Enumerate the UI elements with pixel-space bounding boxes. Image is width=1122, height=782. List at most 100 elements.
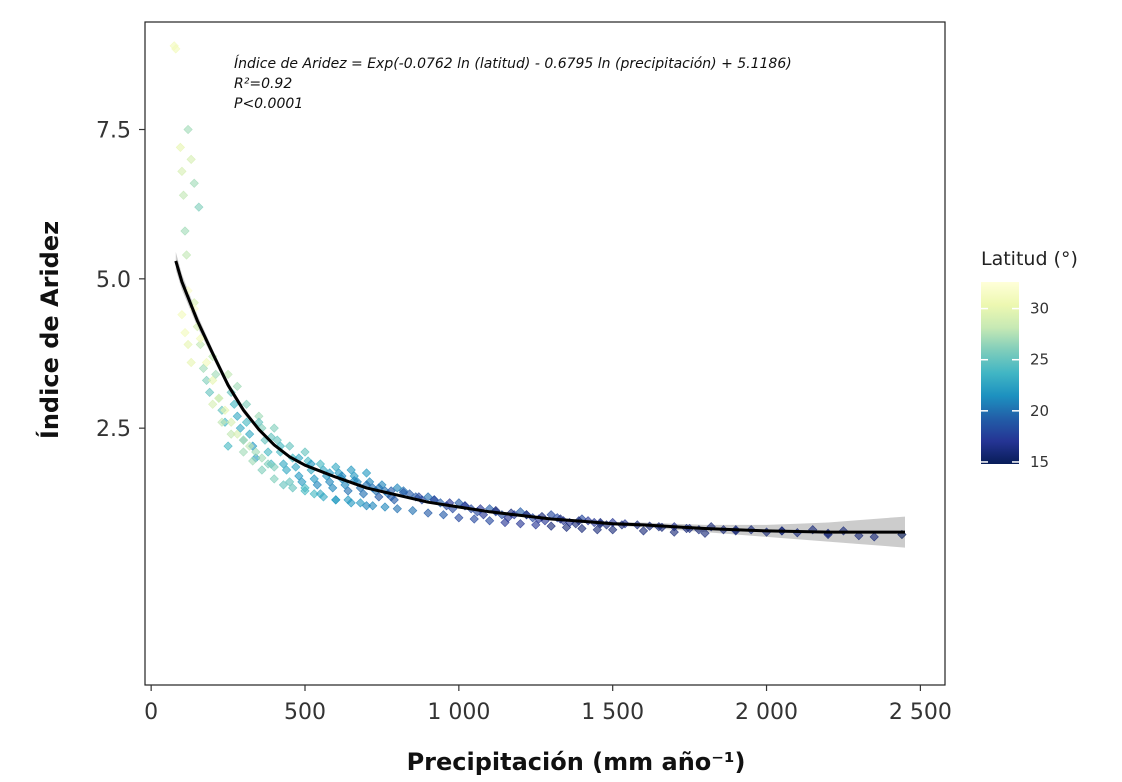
data-point [324, 477, 335, 487]
data-point [195, 333, 206, 344]
legend-tick-label: 20 [1030, 402, 1049, 420]
data-point [186, 154, 196, 165]
data-point [257, 453, 267, 463]
data-point [183, 124, 193, 135]
data-point [561, 522, 572, 532]
data-point [389, 495, 399, 505]
data-point [244, 429, 255, 439]
data-point [223, 441, 233, 451]
data-point [297, 477, 307, 487]
data-point [328, 483, 338, 493]
data-point [241, 399, 252, 409]
equation-annotation: Índice de Aridez = Exp(-0.0762 ln (latit… [234, 55, 792, 72]
data-point [380, 502, 390, 512]
x-tick-label: 1 000 [427, 700, 490, 725]
data-point [272, 435, 282, 445]
data-point [178, 190, 189, 200]
data-point [177, 310, 187, 320]
legend-tick-label: 30 [1030, 300, 1049, 318]
data-point [251, 447, 261, 457]
data-point [281, 465, 292, 475]
data-point [309, 474, 319, 484]
data-point [263, 459, 273, 469]
data-point [278, 459, 289, 469]
data-point [194, 202, 204, 212]
x-axis-title: Precipitación (mm año⁻¹) [407, 748, 746, 776]
y-axis-title: Índice de Aridez [35, 221, 64, 439]
data-point [392, 483, 402, 493]
data-point [214, 393, 224, 403]
data-point [180, 327, 190, 338]
data-point [263, 447, 273, 457]
data-point [238, 435, 249, 445]
data-point [284, 441, 295, 451]
data-point [808, 525, 818, 535]
legend-title: Latitud (°) [981, 248, 1078, 270]
data-point [500, 517, 510, 528]
data-point [223, 369, 233, 380]
y-tick-label: 5.0 [96, 268, 131, 293]
data-point [269, 423, 279, 433]
data-point [469, 514, 479, 524]
data-point [361, 501, 372, 511]
data-point [232, 411, 242, 421]
data-point [392, 504, 402, 514]
data-point [331, 462, 341, 472]
data-point [229, 399, 239, 409]
data-point [638, 526, 649, 536]
data-point [186, 357, 196, 368]
data-point [343, 486, 353, 496]
data-point [211, 369, 221, 380]
data-point [217, 417, 227, 427]
data-point [269, 462, 279, 472]
data-point [358, 489, 369, 499]
y-tick-label: 2.5 [96, 417, 131, 442]
data-point [309, 489, 319, 499]
x-tick-label: 1 500 [581, 700, 644, 725]
data-point [208, 375, 218, 386]
data-point [346, 465, 356, 475]
data-point [300, 483, 310, 493]
legend-tick-label: 25 [1030, 351, 1049, 369]
data-point [226, 429, 236, 439]
data-point [355, 498, 366, 508]
data-point [208, 399, 218, 409]
data-point [340, 480, 350, 490]
data-point [361, 468, 372, 478]
data-point [438, 510, 449, 520]
data-point [869, 532, 879, 542]
data-point [546, 521, 556, 531]
data-point [244, 441, 255, 451]
data-point [181, 250, 192, 260]
data-point [531, 520, 541, 530]
data-point [312, 480, 322, 490]
data-point [706, 522, 716, 532]
data-point [254, 417, 264, 427]
legend-colorbar [981, 282, 1019, 464]
data-point [454, 513, 464, 523]
data-point [315, 459, 326, 469]
data-point [423, 508, 433, 518]
data-point [269, 474, 279, 484]
data-point [484, 516, 495, 526]
data-point [198, 363, 209, 374]
data-point [183, 339, 193, 350]
data-point [284, 477, 295, 487]
data-point [204, 387, 215, 397]
x-tick-label: 0 [144, 700, 158, 725]
data-point [257, 465, 267, 475]
data-point [408, 505, 418, 516]
data-point [238, 447, 249, 457]
data-point [180, 226, 190, 236]
data-point [278, 480, 289, 490]
data-point [608, 525, 618, 535]
data-point [515, 519, 526, 529]
fit-line [174, 260, 905, 534]
data-point [291, 462, 301, 472]
data-point [201, 357, 212, 368]
p-value-annotation: P<0.0001 [234, 96, 303, 112]
data-point [226, 417, 236, 427]
data-point [220, 405, 230, 415]
data-point [368, 501, 378, 511]
